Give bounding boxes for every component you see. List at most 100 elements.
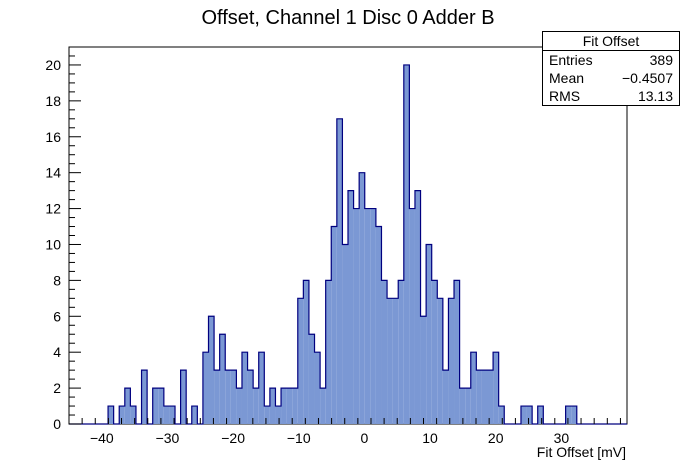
x-axis-label: Fit Offset [mV] bbox=[537, 444, 626, 460]
stats-title: Fit Offset bbox=[543, 32, 679, 51]
histogram-bar bbox=[520, 406, 527, 424]
histogram-bar bbox=[325, 280, 332, 424]
histogram-bar bbox=[230, 370, 237, 424]
histogram-bar bbox=[264, 406, 270, 424]
histogram-bar bbox=[465, 388, 471, 424]
histogram-bar bbox=[342, 244, 348, 424]
histogram-bar bbox=[180, 370, 187, 424]
x-tick-label: −40 bbox=[90, 430, 114, 446]
histogram-bar bbox=[247, 370, 254, 424]
histogram-bar bbox=[420, 316, 427, 424]
histogram-bar bbox=[381, 280, 388, 424]
x-tick-label: −10 bbox=[287, 430, 311, 446]
plot-area bbox=[68, 46, 628, 425]
x-tick-label: −20 bbox=[221, 430, 245, 446]
chart-title: Offset, Channel 1 Disc 0 Adder B bbox=[201, 7, 494, 29]
histogram-bar bbox=[392, 298, 399, 424]
histogram-bar bbox=[526, 406, 533, 424]
x-axis: −40 −30 −20 −10 0 10 20 30 bbox=[68, 418, 621, 446]
histogram-outline bbox=[69, 64, 627, 425]
histogram-bar bbox=[537, 406, 544, 424]
histogram-bar bbox=[565, 406, 572, 424]
stats-box: Fit Offset Entries 389 Mean −0.4507 RMS … bbox=[542, 31, 680, 106]
histogram-bar bbox=[459, 388, 466, 424]
y-tick-label: 8 bbox=[53, 272, 61, 288]
histogram-bar bbox=[130, 406, 136, 424]
histogram-bar bbox=[191, 406, 198, 424]
y-tick-label: 6 bbox=[53, 308, 61, 324]
histogram-bar bbox=[297, 298, 304, 424]
histogram-bar bbox=[336, 118, 343, 425]
histogram-bar bbox=[359, 172, 365, 424]
histogram-bar bbox=[292, 388, 298, 424]
histogram-bar bbox=[275, 406, 282, 424]
y-tick-label: 2 bbox=[53, 380, 61, 396]
histogram-bar bbox=[241, 352, 248, 424]
histogram-bar bbox=[303, 280, 309, 424]
y-tick-label: 12 bbox=[45, 201, 61, 217]
histogram-bar bbox=[158, 388, 164, 424]
stats-label: RMS bbox=[549, 88, 581, 104]
histogram-bar bbox=[169, 406, 176, 424]
stats-value: 13.13 bbox=[637, 88, 673, 104]
x-tick-label: 30 bbox=[554, 430, 570, 446]
x-tick-label: −30 bbox=[156, 430, 180, 446]
histogram-bar bbox=[437, 298, 443, 424]
histogram-bar bbox=[448, 298, 455, 424]
histogram-bar bbox=[476, 370, 482, 424]
histogram-bar bbox=[348, 190, 354, 424]
histogram-bar bbox=[281, 388, 287, 424]
histogram-bar bbox=[320, 388, 326, 424]
histogram-bar bbox=[364, 208, 371, 424]
histogram-bar bbox=[431, 280, 438, 424]
y-tick-label: 20 bbox=[45, 57, 61, 73]
histogram-bar bbox=[398, 280, 404, 424]
histogram-bar bbox=[141, 370, 148, 424]
stats-value: −0.4507 bbox=[622, 70, 673, 86]
histogram-bar bbox=[353, 208, 360, 424]
stats-label: Entries bbox=[549, 52, 593, 68]
histogram-bar bbox=[236, 388, 242, 424]
histogram-bar bbox=[331, 226, 337, 424]
histogram-bar bbox=[308, 334, 315, 424]
histogram-bar bbox=[108, 406, 114, 424]
histogram-bar bbox=[253, 388, 259, 424]
histogram-bar bbox=[493, 352, 499, 424]
histogram-bar bbox=[454, 280, 460, 424]
histogram-bar bbox=[409, 208, 415, 424]
histogram-bar bbox=[119, 406, 125, 424]
y-axis: 0 2 4 6 8 10 12 14 16 18 20 bbox=[45, 46, 81, 432]
histogram-bar bbox=[442, 370, 449, 424]
histogram-bar bbox=[387, 298, 393, 424]
histogram-bar bbox=[571, 406, 577, 424]
histogram-bar bbox=[124, 388, 131, 424]
histogram-bar bbox=[481, 370, 488, 424]
histogram-bar bbox=[498, 406, 505, 424]
stats-value: 389 bbox=[649, 52, 673, 68]
histogram-bar bbox=[202, 352, 209, 424]
y-tick-label: 4 bbox=[53, 344, 61, 360]
histogram-bar bbox=[403, 64, 410, 424]
y-tick-label: 16 bbox=[45, 129, 61, 145]
histogram-bar bbox=[163, 406, 170, 424]
histogram-bar bbox=[487, 370, 494, 424]
histogram-bar bbox=[286, 388, 293, 424]
histogram-bar bbox=[370, 208, 376, 424]
x-tick-label: 0 bbox=[361, 430, 369, 446]
histogram-bar bbox=[314, 352, 321, 424]
stats-label: Mean bbox=[549, 70, 585, 86]
x-tick-label: 20 bbox=[488, 430, 504, 446]
x-tick-label: 10 bbox=[422, 430, 438, 446]
y-tick-label: 14 bbox=[45, 165, 61, 181]
stats-row-mean: Mean −0.4507 bbox=[543, 69, 679, 87]
histogram-bar bbox=[269, 388, 276, 424]
y-tick-label: 0 bbox=[53, 416, 61, 432]
y-tick-label: 10 bbox=[45, 236, 61, 252]
stats-row-entries: Entries 389 bbox=[543, 51, 679, 69]
histogram-bar bbox=[470, 352, 477, 424]
histogram-bar bbox=[214, 370, 220, 424]
histogram-bar bbox=[414, 190, 421, 424]
histogram-bar bbox=[225, 370, 231, 424]
y-tick-label: 18 bbox=[45, 93, 61, 109]
